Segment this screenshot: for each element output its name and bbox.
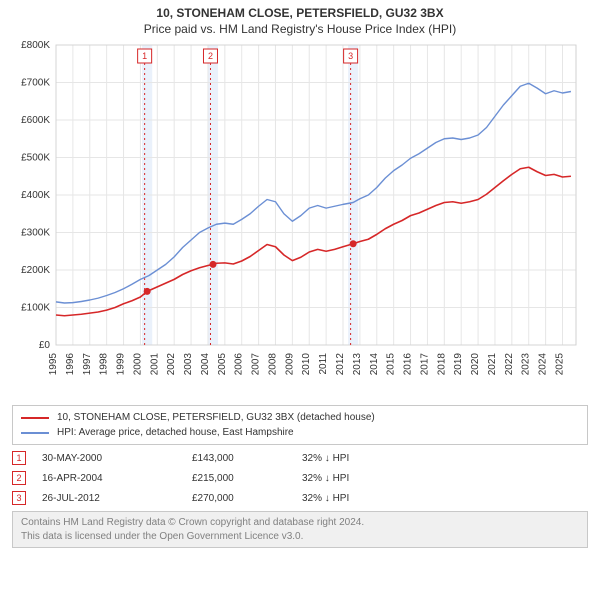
sale-marker-number: 1 [16, 453, 21, 463]
svg-text:2025: 2025 [554, 353, 565, 376]
svg-text:2009: 2009 [284, 353, 295, 376]
svg-text:£200K: £200K [21, 265, 50, 276]
sales-row: 3 26-JUL-2012 £270,000 32% ↓ HPI [12, 491, 588, 505]
sales-row: 1 30-MAY-2000 £143,000 32% ↓ HPI [12, 451, 588, 465]
sales-row: 2 16-APR-2004 £215,000 32% ↓ HPI [12, 471, 588, 485]
sale-marker-1: 1 [12, 451, 26, 465]
svg-text:1998: 1998 [99, 353, 110, 376]
svg-text:2018: 2018 [436, 353, 447, 376]
legend-swatch-hpi [21, 432, 49, 434]
svg-text:3: 3 [348, 51, 353, 61]
legend-row: HPI: Average price, detached house, East… [21, 425, 579, 440]
svg-text:2013: 2013 [352, 353, 363, 376]
svg-text:2022: 2022 [504, 353, 515, 376]
legend-swatch-property [21, 417, 49, 419]
title-address: 10, STONEHAM CLOSE, PETERSFIELD, GU32 3B… [8, 6, 592, 22]
svg-text:£400K: £400K [21, 190, 50, 201]
svg-text:2012: 2012 [335, 353, 346, 376]
sale-marker-3: 3 [12, 491, 26, 505]
svg-text:1996: 1996 [65, 353, 76, 376]
svg-text:2004: 2004 [200, 353, 211, 376]
svg-text:2005: 2005 [217, 353, 228, 376]
footer-box: Contains HM Land Registry data © Crown c… [12, 511, 588, 548]
svg-text:2011: 2011 [318, 353, 329, 375]
svg-text:2003: 2003 [183, 353, 194, 376]
svg-text:£500K: £500K [21, 153, 50, 164]
svg-text:2006: 2006 [234, 353, 245, 376]
svg-text:2008: 2008 [267, 353, 278, 376]
svg-text:£700K: £700K [21, 78, 50, 89]
sale-date: 26-JUL-2012 [42, 493, 192, 504]
svg-text:£100K: £100K [21, 303, 50, 314]
svg-text:2000: 2000 [132, 353, 143, 376]
svg-text:2019: 2019 [453, 353, 464, 376]
svg-text:2002: 2002 [166, 353, 177, 376]
chart-svg: £0 £100K £200K £300K £400K £500K £600K £700K £80… [8, 39, 592, 399]
svg-text:1999: 1999 [116, 353, 127, 376]
legend-box: 10, STONEHAM CLOSE, PETERSFIELD, GU32 3B… [12, 405, 588, 445]
sale-price: £270,000 [192, 493, 302, 504]
svg-text:2020: 2020 [470, 353, 481, 376]
svg-text:1: 1 [142, 51, 147, 61]
svg-text:1997: 1997 [82, 353, 93, 376]
svg-text:2001: 2001 [149, 353, 160, 376]
sale-price: £215,000 [192, 473, 302, 484]
svg-text:2017: 2017 [419, 353, 430, 376]
svg-text:2015: 2015 [386, 353, 397, 376]
footer-line2: This data is licensed under the Open Gov… [21, 530, 579, 544]
sale-delta: 32% ↓ HPI [302, 453, 412, 464]
svg-text:2023: 2023 [521, 353, 532, 376]
legend-row: 10, STONEHAM CLOSE, PETERSFIELD, GU32 3B… [21, 410, 579, 425]
sale-marker-2: 2 [12, 471, 26, 485]
svg-text:£0: £0 [39, 340, 51, 351]
svg-text:1995: 1995 [48, 353, 59, 376]
svg-text:2007: 2007 [251, 353, 262, 376]
sales-table: 1 30-MAY-2000 £143,000 32% ↓ HPI 2 16-AP… [12, 451, 588, 505]
sale-marker-number: 2 [16, 473, 21, 483]
svg-text:£300K: £300K [21, 228, 50, 239]
svg-text:2: 2 [208, 51, 213, 61]
legend-label: 10, STONEHAM CLOSE, PETERSFIELD, GU32 3B… [57, 410, 375, 425]
sale-marker-number: 3 [16, 493, 21, 503]
legend-label: HPI: Average price, detached house, East… [57, 425, 294, 440]
svg-text:2014: 2014 [369, 353, 380, 376]
figure-container: 10, STONEHAM CLOSE, PETERSFIELD, GU32 3B… [0, 0, 600, 590]
footer-line1: Contains HM Land Registry data © Crown c… [21, 516, 579, 530]
svg-text:2024: 2024 [538, 353, 549, 376]
title-subtitle: Price paid vs. HM Land Registry's House … [8, 22, 592, 38]
sale-date: 30-MAY-2000 [42, 453, 192, 464]
svg-text:£800K: £800K [21, 40, 50, 51]
svg-text:2010: 2010 [301, 353, 312, 376]
svg-text:2016: 2016 [403, 353, 414, 376]
chart-area: £0 £100K £200K £300K £400K £500K £600K £700K £80… [8, 39, 592, 399]
sale-date: 16-APR-2004 [42, 473, 192, 484]
sale-delta: 32% ↓ HPI [302, 473, 412, 484]
title-block: 10, STONEHAM CLOSE, PETERSFIELD, GU32 3B… [8, 6, 592, 37]
sale-price: £143,000 [192, 453, 302, 464]
sale-delta: 32% ↓ HPI [302, 493, 412, 504]
svg-text:2021: 2021 [487, 353, 498, 376]
svg-text:£600K: £600K [21, 115, 50, 126]
